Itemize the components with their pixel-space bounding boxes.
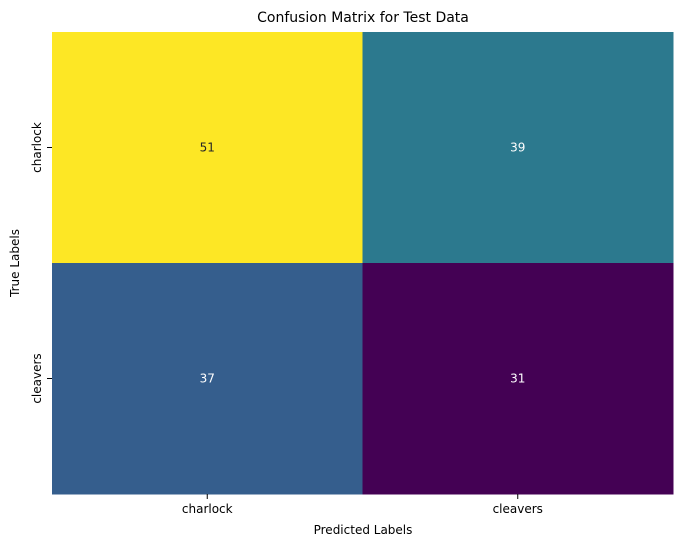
x-tick-label-cleavers: cleavers: [493, 502, 543, 516]
cell-value-label: 51: [200, 141, 215, 155]
cell-value-label: 39: [510, 141, 525, 155]
y-axis-ticks: charlock cleavers: [30, 122, 52, 404]
x-axis-label: Predicted Labels: [314, 523, 413, 537]
heatmap-cell-charlock-cleavers: [362, 32, 674, 264]
heatmap-cell-cleavers-cleavers: [362, 263, 674, 495]
chart-title: Confusion Matrix for Test Data: [257, 10, 469, 26]
cell-value-label: 31: [510, 372, 525, 386]
cell-value-label: 37: [200, 372, 215, 386]
y-axis-label: True Labels: [8, 229, 22, 298]
heatmap-cell-charlock-charlock: [52, 32, 363, 264]
y-tick-label-cleavers: cleavers: [30, 353, 44, 403]
heatmap-cells: [52, 32, 674, 495]
y-tick-label-charlock: charlock: [30, 122, 44, 173]
x-axis-ticks: charlock cleavers: [182, 494, 543, 516]
heatmap-cell-cleavers-charlock: [52, 263, 363, 495]
x-tick-label-charlock: charlock: [182, 502, 233, 516]
heatmap-cell-labels: 51 39 37 31: [200, 141, 526, 386]
